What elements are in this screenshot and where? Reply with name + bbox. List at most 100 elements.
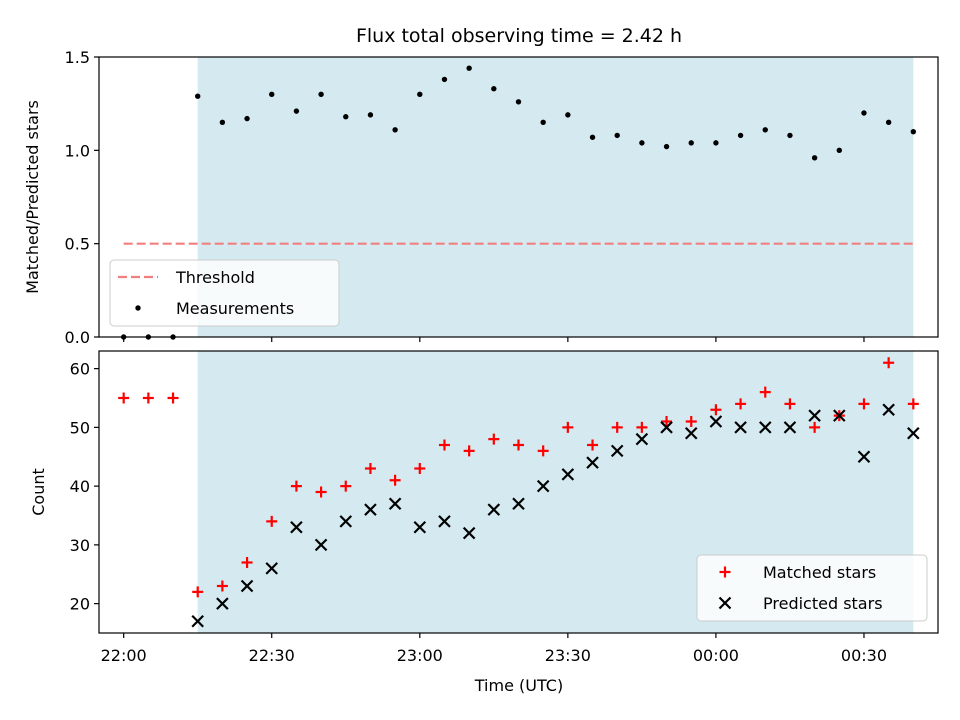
data-point	[290, 520, 303, 534]
data-point	[441, 76, 448, 83]
y-tick-label: 20	[70, 595, 90, 614]
data-point	[414, 463, 426, 474]
data-point	[389, 474, 401, 486]
legend-label: Predicted stars	[763, 594, 883, 613]
data-point	[315, 486, 327, 498]
data-point	[195, 93, 201, 99]
data-point	[565, 112, 571, 118]
data-point	[537, 445, 549, 457]
data-point	[167, 392, 179, 404]
y-tick-label: 60	[70, 360, 90, 379]
data-point	[216, 580, 228, 592]
data-point	[809, 421, 821, 433]
data-point	[318, 91, 324, 98]
data-point	[340, 480, 352, 492]
data-point	[586, 456, 599, 469]
chart-title: Flux total observing time = 2.42 h	[356, 25, 682, 47]
data-point	[713, 140, 719, 146]
data-point	[836, 147, 842, 154]
data-point	[883, 357, 895, 369]
count-panel: 20 30 40 50 60 22:00 22:30 23:00 23:30 00:00 00:30…	[70, 350, 939, 665]
data-point	[885, 119, 892, 126]
data-point	[265, 562, 279, 575]
data-point	[858, 398, 870, 410]
data-point	[663, 143, 670, 150]
data-point	[417, 91, 423, 98]
data-point	[240, 579, 254, 593]
legend-label: Threshold	[175, 268, 255, 287]
x-axis-label: Time (UTC)	[474, 676, 563, 695]
data-point	[191, 614, 204, 628]
data-point	[709, 415, 723, 428]
data-point	[364, 463, 376, 474]
data-point	[910, 128, 917, 135]
data-point	[339, 515, 353, 528]
y-tick-label: 30	[70, 536, 90, 555]
data-point	[463, 445, 475, 457]
data-point	[118, 392, 130, 404]
data-point	[388, 497, 402, 511]
count-y-axis-label: Count	[29, 468, 48, 516]
data-point	[343, 114, 349, 120]
series-matched-stars	[118, 357, 919, 598]
data-point	[758, 421, 772, 434]
data-point	[688, 140, 694, 146]
data-point	[610, 444, 624, 458]
data-point	[587, 439, 599, 451]
data-point	[762, 127, 768, 133]
data-point	[290, 480, 302, 492]
legend-label: Matched stars	[763, 563, 876, 582]
legend-label: Measurements	[176, 299, 294, 318]
legend-swatch	[719, 566, 731, 578]
data-point	[857, 450, 871, 464]
data-point	[244, 115, 250, 122]
data-point	[367, 112, 374, 118]
data-point	[438, 515, 451, 528]
data-point	[513, 439, 524, 451]
data-point	[488, 433, 500, 445]
data-point	[561, 468, 575, 481]
legend: Threshold Measurements	[109, 259, 340, 327]
data-point	[491, 86, 497, 92]
data-point	[364, 503, 377, 516]
ratio-panel: 0.0 0.5 1.0 1.5 Threshold Measurements	[65, 48, 939, 347]
y-tick-label: 1.5	[65, 48, 90, 67]
x-tick-label: 00:00	[693, 646, 739, 665]
legend-box	[109, 259, 340, 327]
y-tick-label: 50	[70, 418, 90, 437]
data-point	[833, 409, 846, 422]
legend-swatch	[135, 305, 141, 311]
data-point	[759, 386, 771, 398]
legend: Matched stars Predicted stars	[696, 554, 928, 622]
x-tick-label: 23:00	[397, 646, 443, 665]
y-tick-label: 0.5	[65, 235, 90, 254]
data-point	[907, 426, 920, 440]
series-predicted-stars	[191, 403, 920, 628]
axes-frame	[98, 350, 939, 634]
data-point	[737, 132, 744, 139]
data-point	[462, 526, 476, 540]
y-tick-label: 40	[70, 477, 90, 496]
data-point	[562, 421, 574, 433]
data-point	[219, 119, 226, 126]
data-point	[783, 421, 797, 434]
data-point	[636, 421, 648, 433]
legend-swatch	[718, 596, 732, 610]
data-point	[685, 416, 697, 427]
data-point	[487, 503, 501, 516]
data-point	[589, 134, 596, 140]
series-measurements	[120, 65, 917, 340]
x-tick-label: 00:30	[841, 646, 887, 665]
data-point	[787, 132, 793, 139]
axes-frame	[98, 56, 939, 338]
data-point	[293, 108, 300, 114]
data-point	[811, 155, 818, 161]
data-point	[882, 403, 895, 417]
data-point	[684, 426, 698, 440]
data-point	[614, 132, 620, 139]
data-point	[438, 439, 450, 451]
data-point	[784, 398, 796, 410]
y-tick-label: 0.0	[65, 328, 90, 347]
data-point	[639, 140, 645, 146]
